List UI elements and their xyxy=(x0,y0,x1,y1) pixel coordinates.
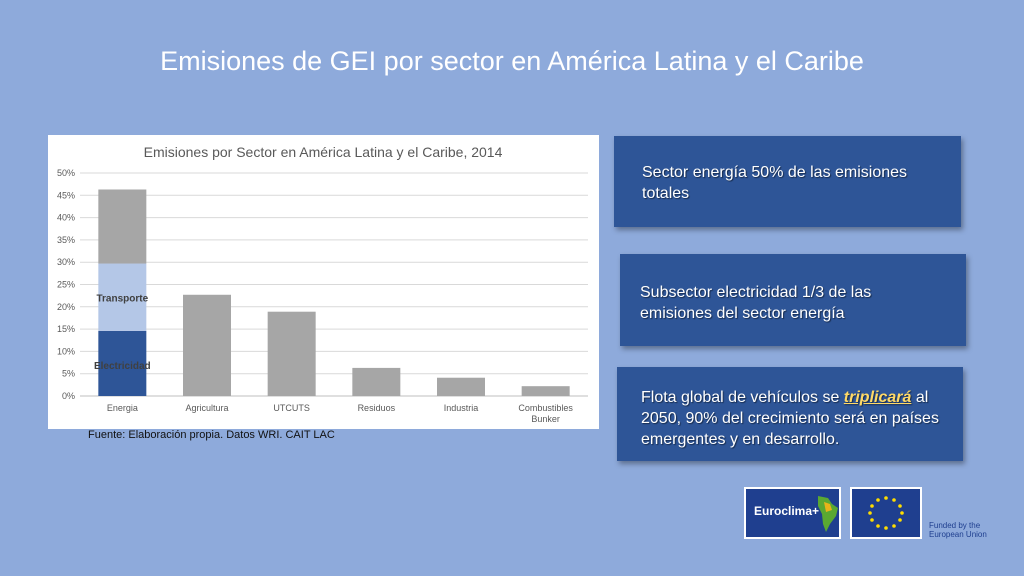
euroclima-logo: Euroclima+ xyxy=(744,487,841,539)
funded-by-eu-text: Funded by the European Union xyxy=(929,521,987,539)
bar xyxy=(437,377,485,396)
latin-america-map-icon xyxy=(818,496,838,532)
y-tick-label: 30% xyxy=(57,257,75,267)
info-box-fleet-text-start: Flota global de vehículos se xyxy=(641,389,844,406)
y-tick-label: 45% xyxy=(57,190,75,200)
euroclima-logo-text: Euroclima+ xyxy=(754,504,820,518)
info-box-energy-share: Sector energía 50% de las emisiones tota… xyxy=(614,136,961,227)
y-tick-label: 20% xyxy=(57,302,75,312)
bar-chart: Emisiones por Sector en América Latina y… xyxy=(57,144,588,424)
y-tick-label: 15% xyxy=(57,324,75,334)
y-tick-label: 10% xyxy=(57,346,75,356)
y-tick-label: 50% xyxy=(57,168,75,178)
segment-label: Electricidad xyxy=(94,361,151,372)
y-tick-label: 0% xyxy=(62,391,75,401)
eu-stars-icon xyxy=(868,496,904,530)
x-tick-label: Industria xyxy=(444,403,479,413)
info-box-fleet-emphasis: triplicará xyxy=(843,389,912,406)
eu-flag-logo xyxy=(850,487,922,539)
chart-panel: Emisiones por Sector en América Latina y… xyxy=(48,135,599,429)
info-box-fleet-text-end: al 2050, 90% del crecimiento será en paí… xyxy=(641,389,939,448)
bar xyxy=(352,367,401,396)
info-box-electricity-text: Subsector electricidad 1/3 de las emisio… xyxy=(640,284,872,322)
x-tick-label: Bunker xyxy=(531,414,560,424)
x-tick-label: Agricultura xyxy=(185,403,228,413)
bar-segment-energia xyxy=(98,263,147,331)
slide-title: Emisiones de GEI por sector en América L… xyxy=(160,46,864,76)
chart-title: Emisiones por Sector en América Latina y… xyxy=(144,144,503,160)
info-box-vehicle-fleet: Flota global de vehículos se triplicará … xyxy=(617,367,963,461)
y-tick-label: 40% xyxy=(57,213,75,223)
bar-segment-energia xyxy=(98,189,147,264)
x-tick-label: Energia xyxy=(107,403,138,413)
bar xyxy=(521,386,570,396)
y-tick-label: 35% xyxy=(57,235,75,245)
source-note: Fuente: Elaboración propia. Datos WRI. C… xyxy=(88,429,335,441)
bar xyxy=(267,311,316,396)
y-tick-label: 5% xyxy=(62,369,75,379)
info-box-electricity-share: Subsector electricidad 1/3 de las emisio… xyxy=(620,254,966,346)
x-tick-label: Residuos xyxy=(358,403,396,413)
bar-segment-energia xyxy=(98,330,147,396)
bar xyxy=(183,294,231,396)
x-tick-label: UTCUTS xyxy=(273,403,310,413)
x-tick-label: Combustibles xyxy=(518,403,573,413)
segment-label: Transporte xyxy=(96,294,148,305)
info-box-energy-text: Sector energía 50% de las emisiones tota… xyxy=(642,164,908,202)
y-tick-label: 25% xyxy=(57,280,75,290)
